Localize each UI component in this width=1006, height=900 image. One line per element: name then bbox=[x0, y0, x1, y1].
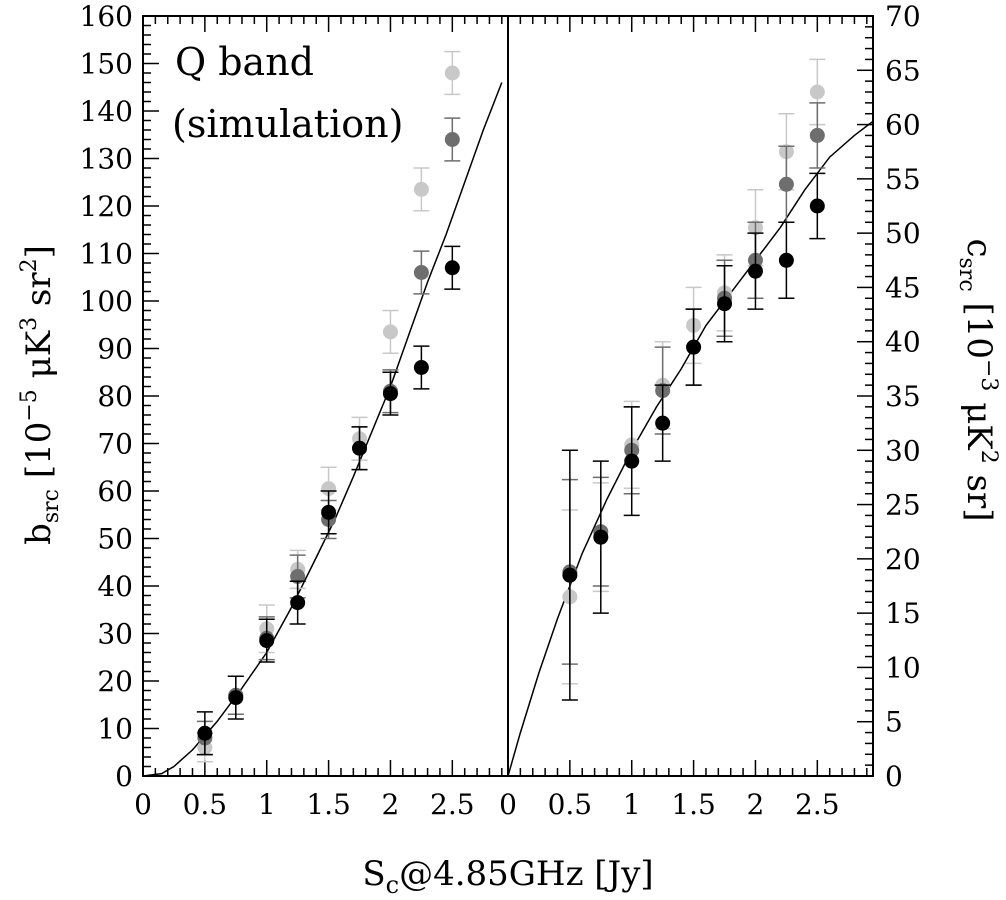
y-tick-label: 30 bbox=[97, 618, 133, 651]
x-tick-label: 0 bbox=[499, 788, 517, 821]
left-panel: 0102030405060708090100110120130140150160… bbox=[80, 0, 509, 821]
y-tick-label: 0 bbox=[115, 760, 133, 793]
y-tick-label: 45 bbox=[885, 271, 921, 304]
model-curve bbox=[508, 120, 873, 776]
data-point bbox=[321, 481, 337, 497]
data-point bbox=[197, 725, 213, 741]
y-tick-label: 60 bbox=[97, 475, 133, 508]
data-point bbox=[444, 132, 460, 147]
data-point bbox=[413, 265, 429, 280]
y-tick-label: 50 bbox=[97, 523, 133, 556]
data-point bbox=[809, 198, 825, 214]
data-point bbox=[593, 529, 609, 545]
y-tick-label: 90 bbox=[97, 333, 133, 366]
data-point bbox=[228, 690, 244, 706]
data-point bbox=[778, 252, 794, 268]
y-tick-label: 120 bbox=[80, 190, 133, 223]
x-tick-label: 2 bbox=[382, 788, 400, 821]
y-tick-label: 40 bbox=[97, 570, 133, 603]
data-point bbox=[809, 84, 825, 100]
data-point bbox=[444, 260, 460, 276]
y-tick-label: 35 bbox=[885, 380, 921, 413]
y-tick-label: 100 bbox=[80, 285, 133, 318]
y-tick-label: 15 bbox=[885, 597, 921, 630]
y-tick-label: 150 bbox=[80, 48, 133, 81]
x-tick-label: 2.5 bbox=[795, 788, 840, 821]
x-tick-label: 2.5 bbox=[430, 788, 475, 821]
data-point bbox=[747, 263, 763, 279]
series-group bbox=[196, 50, 461, 763]
data-point bbox=[809, 127, 825, 143]
data-point bbox=[382, 386, 398, 402]
y-tick-label: 40 bbox=[885, 326, 921, 359]
y-tick-label: 10 bbox=[97, 713, 133, 746]
data-point bbox=[413, 181, 429, 197]
y-tick-label: 160 bbox=[80, 0, 133, 33]
x-tick-label: 1 bbox=[258, 788, 276, 821]
y-tick-label: 30 bbox=[885, 434, 921, 467]
data-point bbox=[290, 569, 306, 584]
y-tick-label: 110 bbox=[80, 238, 133, 271]
data-point bbox=[562, 567, 578, 583]
y-tick-label: 0 bbox=[885, 760, 903, 793]
data-point bbox=[259, 633, 275, 649]
right-panel: 0 5 10 15 20 25 30 35 40 45 50 55 60 65 70 0 0.5 1 1.5 2 2.5 bbox=[499, 0, 921, 821]
y-tick-label: 70 bbox=[97, 428, 133, 461]
y-tick-label: 20 bbox=[97, 665, 133, 698]
series-group bbox=[196, 245, 461, 756]
series-group bbox=[561, 172, 826, 701]
data-point bbox=[444, 65, 460, 81]
data-point bbox=[382, 324, 398, 340]
data-point bbox=[717, 296, 733, 312]
x-tick-label: 0 bbox=[134, 788, 152, 821]
data-point bbox=[352, 440, 368, 456]
y-tick-label: 60 bbox=[885, 109, 921, 142]
y-tick-label: 25 bbox=[885, 489, 921, 522]
right-y-axis-label: csrc [10−3 μK2 sr] bbox=[954, 238, 1001, 521]
y-tick-label: 5 bbox=[885, 706, 903, 739]
y-tick-label: 55 bbox=[885, 163, 921, 196]
x-tick-label: 0.5 bbox=[548, 788, 593, 821]
x-tick-label: 1 bbox=[623, 788, 641, 821]
y-tick-label: 130 bbox=[80, 143, 133, 176]
data-point bbox=[290, 595, 306, 611]
y-tick-label: 20 bbox=[885, 543, 921, 576]
y-tick-label: 80 bbox=[97, 380, 133, 413]
data-point bbox=[778, 176, 794, 192]
x-axis-label: Sc@4.85GHz [Jy] bbox=[362, 854, 653, 899]
y-tick-label: 140 bbox=[80, 95, 133, 128]
y-tick-label: 50 bbox=[885, 217, 921, 250]
x-tick-label: 0.5 bbox=[183, 788, 228, 821]
data-point bbox=[655, 415, 671, 431]
data-point bbox=[321, 504, 337, 520]
y-tick-label: 65 bbox=[885, 54, 921, 87]
x-tick-label: 1.5 bbox=[671, 788, 716, 821]
data-point bbox=[624, 453, 640, 469]
y-tick-label: 10 bbox=[885, 651, 921, 684]
y-tick-label: 70 bbox=[885, 0, 921, 33]
series-group bbox=[196, 117, 461, 756]
annotation-line-1: Q band bbox=[175, 40, 314, 84]
x-tick-label: 2 bbox=[747, 788, 765, 821]
left-y-axis-label: bsrc [10−5 μK3 sr2] bbox=[17, 245, 64, 545]
annotation-line-2: (simulation) bbox=[172, 102, 403, 146]
x-tick-label: 1.5 bbox=[306, 788, 351, 821]
model-curve bbox=[143, 82, 503, 776]
data-point bbox=[413, 360, 429, 375]
data-point bbox=[686, 339, 702, 355]
